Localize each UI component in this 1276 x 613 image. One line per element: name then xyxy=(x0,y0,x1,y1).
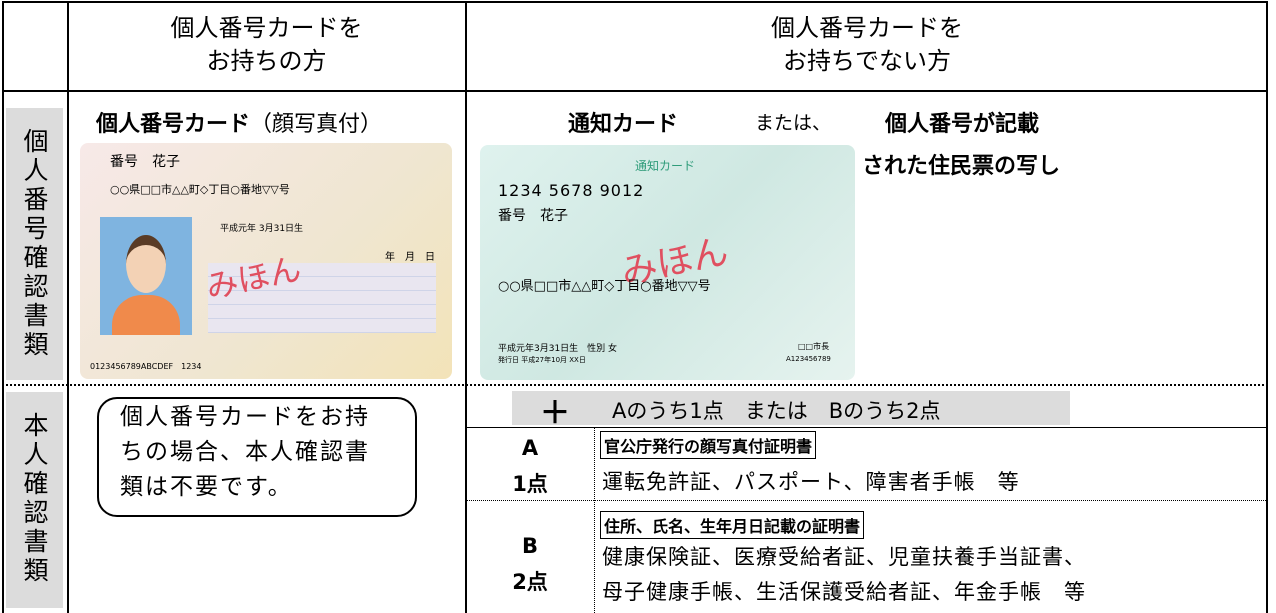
option: された住民票の写し xyxy=(862,154,1061,179)
group-b: B 2点 xyxy=(466,528,594,600)
title-bold: 個人番号カード xyxy=(96,112,251,137)
letter: B xyxy=(521,534,538,558)
group-title: 官公庁発行の顔写真付証明書 xyxy=(600,431,817,459)
label-bg xyxy=(6,392,63,608)
card-title: 個人番号カード（顔写真付） xyxy=(96,106,382,138)
group-title: 住所、氏名、生年月日記載の証明書 xyxy=(600,511,865,539)
rule-bg xyxy=(512,391,1070,425)
border xyxy=(2,90,1268,92)
rule: Aのうち1点 または Bのうち2点 xyxy=(612,399,941,423)
notice-card: 通知カード 1234 5678 9012 番号 花子 みほん ○○県□□市△△町… xyxy=(480,145,855,380)
card-text: 番号 花子 xyxy=(110,154,180,170)
card-text: ○○県□□市△△町◇丁目○番地▽▽号 xyxy=(110,183,290,196)
note-line: ちの場合、本人確認書 xyxy=(120,439,370,465)
border xyxy=(466,427,1268,428)
title-rest: （顔写真付） xyxy=(250,112,383,137)
items: 母子健康手帳、生活保護受給者証、年金手帳 等 xyxy=(602,580,1086,604)
option: 個人番号が記載 xyxy=(885,112,1040,137)
card-text: ○○県□□市△△町◇丁目○番地▽▽号 xyxy=(498,279,711,294)
plus: ＋ xyxy=(540,396,570,431)
field xyxy=(208,263,436,333)
note: 個人番号カードをお持 ちの場合、本人確認書 類は不要です。 xyxy=(120,400,370,505)
card-text: 0123456789ABCDEF 1234 xyxy=(90,362,202,371)
photo xyxy=(100,217,192,335)
border xyxy=(2,1,4,613)
border xyxy=(2,384,1268,386)
or: または、 xyxy=(755,112,832,134)
header-text: 個人番号カードを xyxy=(771,14,963,42)
card-text: □□市長 xyxy=(798,342,830,351)
row-label: 本人確認書類 xyxy=(20,412,49,586)
letter: A xyxy=(521,436,539,460)
card-text: A123456789 xyxy=(786,355,831,363)
border xyxy=(465,1,467,613)
border xyxy=(594,427,595,613)
header: 個人番号カードを お持ちの方 xyxy=(68,12,465,78)
border xyxy=(67,1,69,613)
mynumber-card: 番号 花子 ○○県□□市△△町◇丁目○番地▽▽号 平成元年 3月31日生 年 月… xyxy=(80,143,452,379)
note-line: 類は不要です。 xyxy=(120,474,293,500)
note-box xyxy=(97,397,417,517)
row-label: 個人番号確認書類 xyxy=(20,128,49,360)
card-text: 年 月 日 xyxy=(385,252,435,263)
border xyxy=(1266,1,1268,613)
label-bg xyxy=(6,108,63,380)
header: 個人番号カードを お持ちでない方 xyxy=(466,12,1268,78)
option: 通知カード xyxy=(568,112,679,137)
points: 1点 xyxy=(512,472,548,496)
header-text: お持ちの方 xyxy=(206,47,327,75)
border xyxy=(466,500,1268,501)
card-text: 通知カード xyxy=(635,159,696,173)
items: 健康保険証、医療受給者証、児童扶養手当証書、 xyxy=(602,545,1086,569)
border xyxy=(2,1,1268,3)
points: 2点 xyxy=(512,570,548,594)
header-text: 個人番号カードを xyxy=(170,14,363,42)
card-text: 番号 花子 xyxy=(498,208,568,224)
card-text: 1234 5678 9012 xyxy=(498,181,645,200)
note-line: 個人番号カードをお持 xyxy=(120,404,370,430)
card-text: 発行日 平成27年10月 XX日 xyxy=(498,356,586,364)
card-text: 平成元年3月31日生 性別 女 xyxy=(498,344,618,354)
header-text: お持ちでない方 xyxy=(783,47,951,75)
group-a: A 1点 xyxy=(466,430,594,502)
card-text: 平成元年 3月31日生 xyxy=(220,224,304,234)
items: 運転免許証、パスポート、障害者手帳 等 xyxy=(602,470,1020,494)
